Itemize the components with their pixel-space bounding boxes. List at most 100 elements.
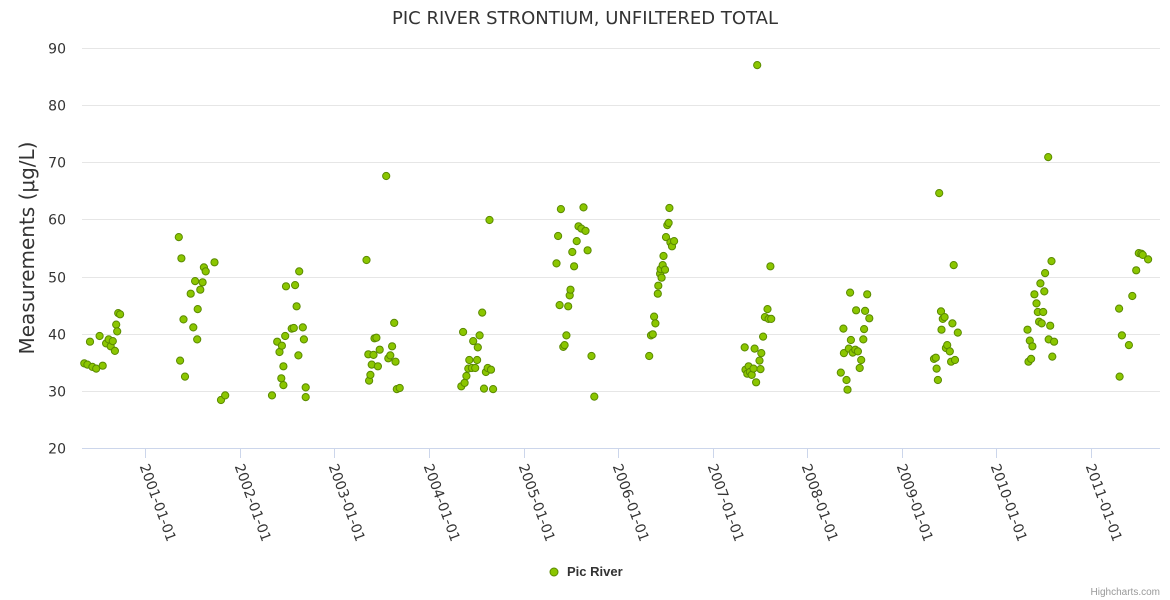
data-point[interactable]: [756, 365, 765, 374]
data-point[interactable]: [112, 320, 121, 329]
data-point[interactable]: [1128, 291, 1137, 301]
data-point[interactable]: [291, 281, 300, 290]
data-point[interactable]: [555, 301, 564, 310]
data-point[interactable]: [1124, 341, 1134, 350]
data-point[interactable]: [657, 273, 666, 282]
data-point[interactable]: [382, 171, 391, 181]
data-point[interactable]: [298, 323, 307, 332]
credits-link[interactable]: Highcharts.com: [1091, 587, 1160, 598]
data-point[interactable]: [859, 335, 868, 344]
data-point[interactable]: [369, 350, 378, 359]
data-point[interactable]: [1117, 331, 1127, 340]
data-point[interactable]: [279, 362, 288, 371]
data-point[interactable]: [932, 364, 941, 373]
data-point[interactable]: [279, 381, 288, 390]
data-point[interactable]: [579, 203, 588, 212]
data-point[interactable]: [953, 328, 962, 337]
data-point[interactable]: [193, 305, 202, 314]
data-point[interactable]: [766, 262, 775, 271]
data-point[interactable]: [1046, 321, 1055, 330]
data-point[interactable]: [843, 385, 852, 394]
data-point[interactable]: [950, 355, 960, 365]
data-point[interactable]: [193, 335, 202, 344]
data-point[interactable]: [478, 308, 487, 317]
data-point[interactable]: [665, 203, 674, 213]
data-point[interactable]: [375, 345, 384, 354]
data-point[interactable]: [836, 368, 845, 377]
data-point[interactable]: [590, 392, 599, 401]
data-point[interactable]: [945, 347, 954, 356]
data-point[interactable]: [1030, 290, 1039, 299]
data-point[interactable]: [390, 318, 399, 327]
data-point[interactable]: [554, 231, 563, 241]
data-point[interactable]: [860, 325, 869, 334]
data-point[interactable]: [839, 324, 848, 333]
data-point[interactable]: [556, 205, 566, 214]
data-point[interactable]: [1144, 255, 1153, 264]
data-point[interactable]: [95, 331, 104, 341]
data-point[interactable]: [852, 306, 861, 315]
data-point[interactable]: [863, 290, 872, 299]
data-point[interactable]: [395, 383, 404, 393]
data-point[interactable]: [940, 313, 949, 322]
data-point[interactable]: [1048, 352, 1057, 361]
data-point[interactable]: [471, 363, 480, 373]
data-point[interactable]: [645, 351, 654, 361]
data-point[interactable]: [1047, 257, 1056, 266]
data-point[interactable]: [92, 364, 101, 373]
data-point[interactable]: [757, 349, 766, 358]
data-point[interactable]: [660, 265, 670, 274]
data-point[interactable]: [1050, 337, 1059, 346]
data-point[interactable]: [292, 302, 301, 311]
data-point[interactable]: [752, 378, 761, 387]
data-point[interactable]: [277, 341, 286, 350]
data-point[interactable]: [853, 347, 863, 356]
data-point[interactable]: [475, 331, 484, 340]
data-point[interactable]: [489, 385, 498, 394]
data-point[interactable]: [857, 355, 866, 365]
data-point[interactable]: [931, 353, 940, 362]
data-point[interactable]: [948, 319, 957, 328]
data-point[interactable]: [1040, 287, 1049, 296]
data-point[interactable]: [294, 351, 303, 360]
data-point[interactable]: [462, 371, 471, 381]
data-point[interactable]: [759, 332, 768, 341]
data-point[interactable]: [191, 277, 200, 286]
data-point[interactable]: [949, 261, 958, 270]
data-point[interactable]: [372, 333, 381, 342]
data-point[interactable]: [198, 278, 207, 287]
data-point[interactable]: [386, 351, 395, 360]
data-point[interactable]: [301, 383, 310, 392]
data-point[interactable]: [839, 349, 849, 358]
data-point[interactable]: [186, 289, 195, 298]
data-point[interactable]: [388, 342, 397, 351]
data-point[interactable]: [1138, 250, 1147, 259]
data-point[interactable]: [189, 323, 198, 332]
data-point[interactable]: [373, 362, 382, 371]
data-point[interactable]: [1044, 153, 1053, 162]
data-point[interactable]: [650, 312, 659, 321]
data-point[interactable]: [865, 314, 874, 323]
data-point[interactable]: [459, 327, 468, 337]
data-point[interactable]: [108, 337, 117, 346]
data-point[interactable]: [855, 363, 864, 373]
data-point[interactable]: [301, 393, 310, 402]
data-point[interactable]: [1115, 372, 1124, 381]
data-point[interactable]: [749, 364, 758, 373]
data-point[interactable]: [753, 61, 762, 70]
data-point[interactable]: [767, 314, 776, 323]
data-point[interactable]: [1023, 325, 1032, 334]
data-point[interactable]: [933, 375, 943, 385]
data-point[interactable]: [763, 305, 772, 314]
data-point[interactable]: [552, 259, 561, 268]
data-point[interactable]: [221, 391, 230, 400]
data-point[interactable]: [174, 233, 183, 242]
data-point[interactable]: [846, 335, 856, 345]
data-point[interactable]: [485, 215, 494, 225]
data-point[interactable]: [648, 330, 657, 339]
data-point[interactable]: [1036, 279, 1045, 288]
data-point[interactable]: [661, 233, 671, 242]
data-point[interactable]: [473, 355, 482, 365]
data-point[interactable]: [572, 237, 581, 246]
legend[interactable]: Pic River: [549, 564, 623, 579]
